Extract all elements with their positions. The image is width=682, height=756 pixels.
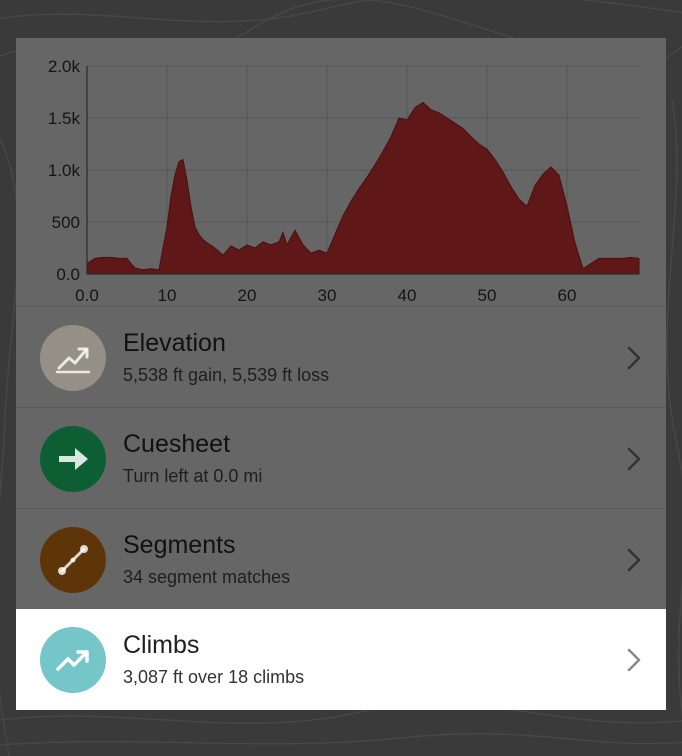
elevation-area (86, 101, 640, 275)
x-tick-label: 10 (158, 286, 177, 305)
cuesheet-subtitle: Turn left at 0.0 mi (123, 466, 263, 486)
elevation-row[interactable]: Elevation 5,538 ft gain, 5,539 ft loss (16, 306, 666, 408)
segments-row[interactable]: Segments 34 segment matches (16, 508, 666, 610)
arrow-right-icon (59, 448, 88, 470)
x-tick-label: 0.0 (75, 286, 99, 305)
x-tick-label: 50 (478, 286, 497, 305)
segments-subtitle: 34 segment matches (123, 567, 291, 587)
x-tick-label: 30 (318, 286, 337, 305)
trend-line-icon (55, 347, 91, 374)
x-tick-label: 20 (238, 286, 257, 305)
climbs-icon-circle (40, 627, 106, 693)
segments-icon-circle (40, 527, 106, 593)
cuesheet-icon-circle (40, 426, 106, 492)
cuesheet-title: Cuesheet (123, 430, 231, 458)
y-tick-label: 1.5k (48, 109, 81, 128)
segment-icon (58, 545, 88, 575)
elevation-subtitle: 5,538 ft gain, 5,539 ft loss (123, 365, 330, 385)
chevron-right-icon (627, 648, 641, 672)
chevron-right-icon (627, 447, 641, 471)
elevation-title: Elevation (123, 329, 226, 357)
climbs-title: Climbs (123, 631, 200, 659)
x-tick-label: 60 (558, 286, 577, 305)
elevation-icon-circle (40, 325, 106, 391)
y-tick-label: 1.0k (48, 161, 81, 180)
climbs-row[interactable]: Climbs 3,087 ft over 18 climbs (16, 609, 666, 710)
trending-up-icon (56, 650, 89, 671)
y-tick-label: 500 (52, 213, 80, 232)
chevron-right-icon (627, 346, 641, 370)
y-tick-label: 0.0 (56, 265, 80, 284)
cuesheet-row[interactable]: Cuesheet Turn left at 0.0 mi (16, 407, 666, 509)
route-details-panel: 0.0 10 20 30 40 50 60 0.0 500 1.0k 1.5k 2.0k Elevat… (16, 38, 666, 710)
segments-title: Segments (123, 531, 236, 559)
climbs-subtitle: 3,087 ft over 18 climbs (123, 667, 305, 687)
x-tick-label: 40 (398, 286, 417, 305)
chevron-right-icon (627, 548, 641, 572)
elevation-chart: 0.0 10 20 30 40 50 60 0.0 500 1.0k 1.5k 2.0k (16, 38, 666, 313)
y-tick-label: 2.0k (48, 57, 81, 76)
